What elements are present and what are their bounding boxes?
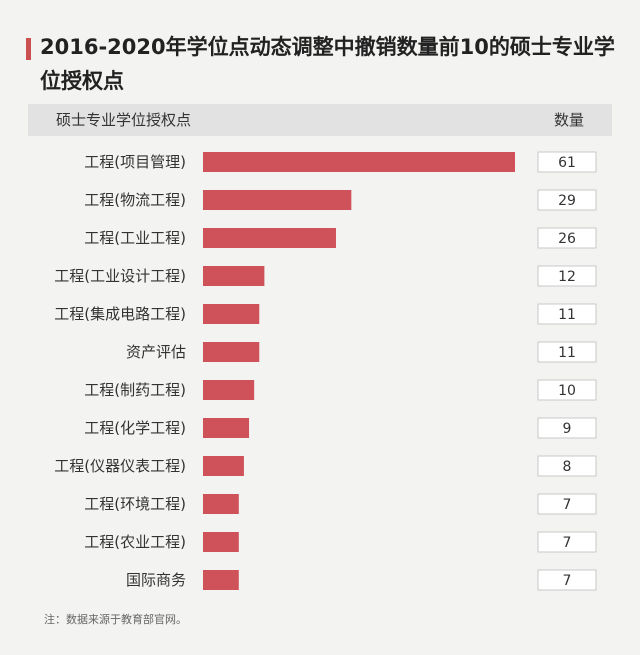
- category-column-header: 硕士专业学位授权点: [56, 111, 192, 129]
- value-label: 10: [558, 383, 576, 399]
- bar: [203, 494, 239, 514]
- category-label: 工程(制药工程): [84, 381, 186, 399]
- value-box: [537, 417, 597, 439]
- value-label: 11: [558, 307, 576, 323]
- category-label: 工程(集成电路工程): [54, 305, 186, 323]
- source-footnote: 注：数据来源于教育部官网。: [44, 613, 187, 626]
- category-label: 工程(仪器仪表工程): [54, 457, 186, 475]
- value-column-header: 数量: [553, 111, 584, 129]
- value-box: [537, 531, 597, 553]
- value-box: [537, 455, 597, 477]
- value-box: [537, 189, 597, 211]
- value-label: 26: [558, 231, 576, 247]
- category-label: 工程(农业工程): [84, 533, 186, 551]
- value-box: [537, 379, 597, 401]
- value-box: [537, 493, 597, 515]
- value-label: 61: [558, 155, 576, 171]
- category-label: 工程(工业设计工程): [54, 267, 186, 285]
- bar: [203, 570, 239, 590]
- bar: [203, 418, 250, 438]
- value-box: [537, 341, 597, 363]
- bar: [203, 152, 515, 172]
- table-header: 硕士专业学位授权点 数量: [28, 104, 612, 136]
- category-label: 工程(环境工程): [84, 495, 186, 513]
- value-label: 11: [558, 345, 576, 361]
- value-box: [537, 265, 597, 287]
- category-label: 工程(物流工程): [84, 191, 186, 209]
- value-label: 7: [563, 573, 572, 589]
- chart-title: 2016-2020年学位点动态调整中撤销数量前10的硕士专业学位授权点: [40, 35, 615, 93]
- value-box: [537, 151, 597, 173]
- bar: [203, 228, 336, 248]
- value-label: 9: [563, 421, 572, 437]
- value-box: [537, 227, 597, 249]
- category-label: 工程(化学工程): [84, 419, 186, 437]
- bar: [203, 266, 265, 286]
- title-accent-bar: [26, 38, 31, 60]
- value-label: 12: [558, 269, 576, 285]
- bar: [203, 380, 255, 400]
- bar: [203, 342, 260, 362]
- category-label: 工程(工业工程): [84, 229, 186, 247]
- category-label: 国际商务: [126, 571, 186, 589]
- value-label: 7: [563, 535, 572, 551]
- value-box: [537, 569, 597, 591]
- value-box: [537, 303, 597, 325]
- bar: [203, 532, 239, 552]
- bar: [203, 190, 352, 210]
- value-label: 8: [563, 459, 572, 475]
- bar: [203, 456, 244, 476]
- category-label: 资产评估: [126, 343, 186, 361]
- bar: [203, 304, 260, 324]
- value-label: 29: [558, 193, 576, 209]
- value-label: 7: [563, 497, 572, 513]
- category-label: 工程(项目管理): [84, 153, 186, 171]
